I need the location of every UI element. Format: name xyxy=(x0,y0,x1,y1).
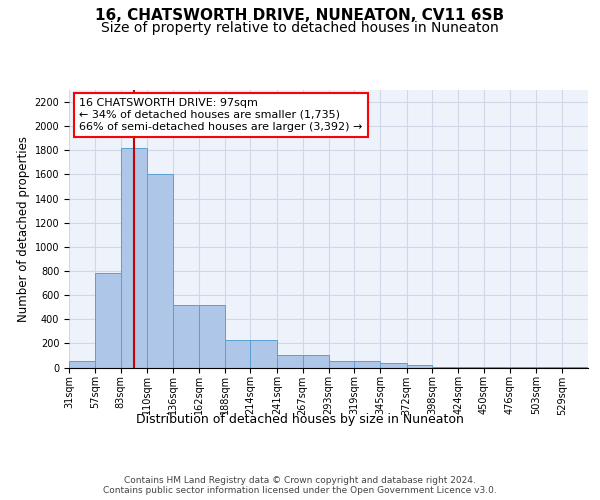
Y-axis label: Number of detached properties: Number of detached properties xyxy=(17,136,31,322)
Bar xyxy=(95,274,121,368)
Text: 16, CHATSWORTH DRIVE, NUNEATON, CV11 6SB: 16, CHATSWORTH DRIVE, NUNEATON, CV11 6SB xyxy=(95,8,505,22)
Bar xyxy=(250,340,277,367)
Bar xyxy=(354,361,380,368)
Bar xyxy=(380,364,407,368)
Text: Distribution of detached houses by size in Nuneaton: Distribution of detached houses by size … xyxy=(136,412,464,426)
Bar xyxy=(121,148,147,368)
Text: Contains HM Land Registry data © Crown copyright and database right 2024.
Contai: Contains HM Land Registry data © Crown c… xyxy=(103,476,497,495)
Bar xyxy=(458,367,484,368)
Bar xyxy=(329,361,354,368)
Bar xyxy=(199,305,224,368)
Bar xyxy=(173,305,199,368)
Bar xyxy=(407,365,433,368)
Bar xyxy=(277,355,303,368)
Bar xyxy=(303,355,329,368)
Text: Size of property relative to detached houses in Nuneaton: Size of property relative to detached ho… xyxy=(101,21,499,35)
Bar xyxy=(224,340,250,367)
Text: 16 CHATSWORTH DRIVE: 97sqm
← 34% of detached houses are smaller (1,735)
66% of s: 16 CHATSWORTH DRIVE: 97sqm ← 34% of deta… xyxy=(79,98,363,132)
Bar xyxy=(147,174,173,368)
Bar xyxy=(69,362,95,368)
Bar xyxy=(433,367,458,368)
